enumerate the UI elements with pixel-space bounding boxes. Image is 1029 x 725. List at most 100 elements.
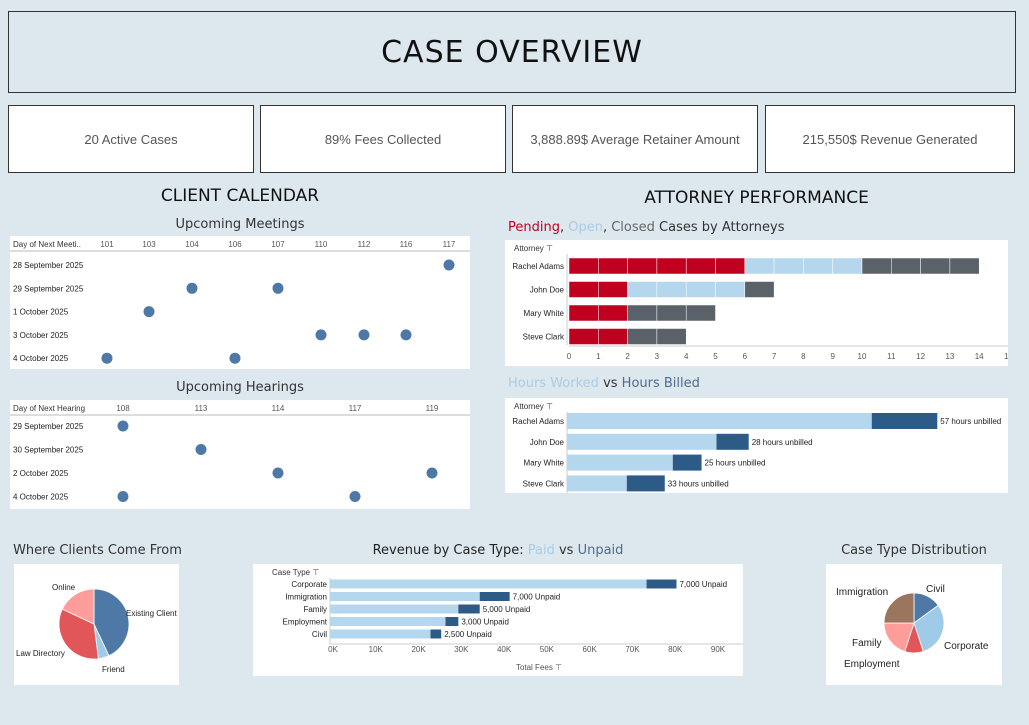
hours-chart-panel: Attorney ⊤ Rachel Adams 57 hours unbilled J… bbox=[505, 398, 1008, 493]
row-label: Family bbox=[303, 605, 327, 614]
x-tick-label: 0 bbox=[567, 352, 572, 361]
bar-segment-pending bbox=[568, 304, 599, 322]
data-point bbox=[349, 491, 361, 502]
x-tick-label: 2 bbox=[625, 352, 630, 361]
data-point bbox=[400, 329, 412, 341]
bar-segment-closed bbox=[891, 257, 921, 275]
data-label: 57 hours unbilled bbox=[940, 417, 1001, 426]
title-closed: Closed bbox=[611, 220, 655, 235]
bar-segment bbox=[567, 413, 872, 429]
title-unpaid: Unpaid bbox=[577, 543, 624, 558]
data-point bbox=[443, 259, 455, 271]
revenue-chart: Case Type ⊤ Corporate 7,000 Unpaid Immigrat… bbox=[272, 568, 743, 672]
row-label: Corporate bbox=[291, 580, 327, 589]
row-label: Employment bbox=[283, 618, 328, 627]
client-calendar-title: CLIENT CALENDAR bbox=[160, 186, 320, 206]
pie-label: Corporate bbox=[944, 641, 989, 652]
title-hours-billed: Hours Billed bbox=[621, 376, 700, 391]
bar-segment bbox=[330, 604, 459, 614]
pie-slice-family bbox=[883, 622, 915, 653]
title-vs: vs bbox=[598, 376, 622, 391]
data-label: 7,000 Unpaid bbox=[680, 580, 728, 589]
row-label: 4 October 2025 bbox=[13, 493, 69, 502]
x-tick-label: 1 bbox=[596, 352, 601, 361]
row-label: 2 October 2025 bbox=[13, 469, 69, 478]
bar-segment bbox=[716, 433, 749, 450]
pie-slice-existing-client bbox=[93, 588, 130, 657]
data-label: 2,500 Unpaid bbox=[444, 630, 492, 639]
pie-label: Employment bbox=[844, 659, 900, 670]
bar-segment-open bbox=[803, 257, 833, 275]
attorney-performance-title: ATTORNEY PERFORMANCE bbox=[644, 188, 869, 208]
bar-segment-closed bbox=[627, 304, 658, 322]
title-sep-2: , bbox=[602, 220, 612, 235]
bar-segment bbox=[567, 475, 627, 492]
row-label: 29 September 2025 bbox=[13, 284, 84, 293]
row-header: Case Type ⊤ bbox=[272, 568, 319, 577]
bar-segment-closed bbox=[861, 257, 892, 275]
title-sep-1: , bbox=[559, 220, 569, 235]
title-hours-worked: Hours Worked bbox=[508, 376, 599, 391]
column-label: 114 bbox=[272, 404, 285, 413]
x-tick-label: 40K bbox=[497, 645, 512, 654]
row-label: Civil bbox=[312, 630, 327, 639]
row-label: 1 October 2025 bbox=[13, 308, 69, 317]
bar-segment bbox=[445, 617, 459, 626]
pie-label: Online bbox=[52, 583, 76, 592]
column-label: 112 bbox=[358, 240, 371, 249]
x-tick-label: 12 bbox=[916, 352, 925, 361]
hearings-chart: Day of Next Hearing 108 113 114 117 119 29 Sep… bbox=[10, 404, 470, 502]
bar-segment bbox=[330, 592, 480, 601]
bar-segment-pending bbox=[598, 328, 628, 345]
data-point bbox=[117, 491, 129, 502]
pie-slice-immigration bbox=[883, 592, 915, 624]
hearings-chart-title: Upcoming Hearings bbox=[176, 380, 304, 395]
bar-segment-open bbox=[744, 257, 775, 275]
row-label: Immigration bbox=[285, 593, 327, 602]
pie-slice-online bbox=[61, 588, 95, 625]
bar-segment bbox=[458, 604, 480, 614]
x-axis-title: Total Fees ⊤ bbox=[516, 663, 562, 672]
bar-segment-pending bbox=[656, 257, 687, 275]
x-tick-label: 70K bbox=[625, 645, 640, 654]
hours-chart: Attorney ⊤ Rachel Adams 57 hours unbilled J… bbox=[512, 402, 1001, 493]
bar-segment-open bbox=[685, 281, 716, 298]
column-label: 110 bbox=[315, 240, 328, 249]
bar-segment-pending bbox=[568, 281, 599, 298]
column-label: 108 bbox=[116, 404, 130, 413]
x-tick-label: 3 bbox=[655, 352, 660, 361]
bar-segment bbox=[479, 592, 510, 601]
bar-segment bbox=[646, 579, 677, 589]
clients-pie-panel: Existing Client Friend Law Directory Online bbox=[14, 564, 179, 685]
data-label: 3,000 Unpaid bbox=[461, 618, 509, 627]
x-tick-label: 0K bbox=[328, 645, 338, 654]
x-tick-label: 80K bbox=[668, 645, 683, 654]
data-point bbox=[117, 420, 129, 432]
bar-segment bbox=[871, 413, 938, 429]
bar-segment bbox=[330, 617, 446, 626]
clients-pie: Existing Client Friend Law Directory Online bbox=[16, 583, 177, 674]
data-point bbox=[186, 282, 198, 294]
column-label: 117 bbox=[349, 404, 362, 413]
x-tick-label: 9 bbox=[830, 352, 835, 361]
data-point bbox=[229, 352, 241, 364]
x-tick-label: 11 bbox=[887, 352, 896, 361]
kpi-revenue-generated: 215,550$ Revenue Generated bbox=[765, 105, 1015, 173]
bar-segment-closed bbox=[949, 257, 980, 275]
row-label: John Doe bbox=[530, 286, 565, 295]
kpi-average-retainer: 3,888.89$ Average Retainer Amount bbox=[512, 105, 758, 173]
bar-segment-open bbox=[715, 281, 746, 298]
hours-chart-title: Hours Worked vs Hours Billed bbox=[508, 376, 700, 391]
bar-segment-open bbox=[773, 257, 804, 275]
bar-segment-pending bbox=[715, 257, 746, 275]
row-label: 28 September 2025 bbox=[13, 261, 84, 270]
x-tick-label: 20K bbox=[411, 645, 426, 654]
clients-pie-title: Where Clients Come From bbox=[13, 543, 182, 558]
cases-chart-panel: Attorney ⊤ Rachel Adams John Doe Mary White… bbox=[505, 240, 1013, 366]
data-point bbox=[101, 352, 113, 364]
row-label: Steve Clark bbox=[523, 479, 565, 488]
row-label: Rachel Adams bbox=[512, 262, 564, 271]
column-label: 107 bbox=[271, 240, 285, 249]
data-label: 25 hours unbilled bbox=[705, 459, 766, 468]
row-header: Day of Next Hearing bbox=[13, 404, 85, 413]
